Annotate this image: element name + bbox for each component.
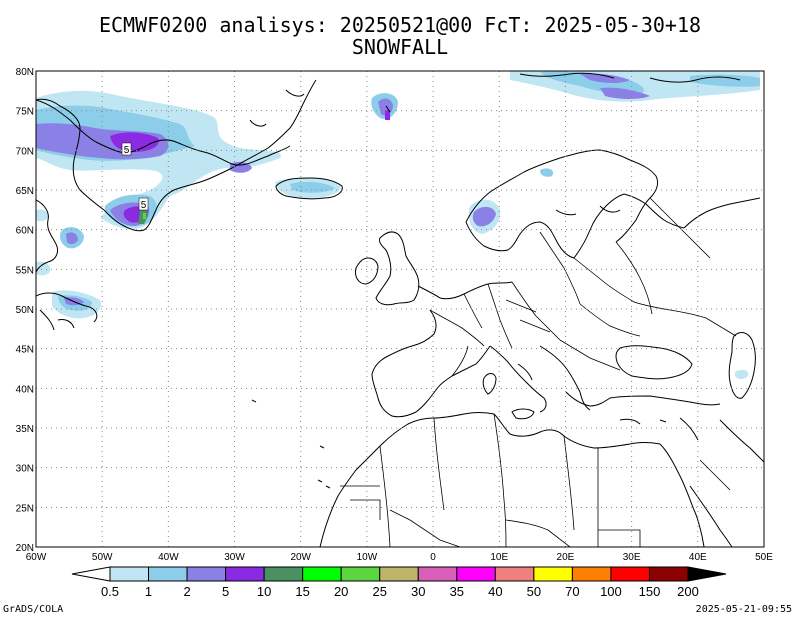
colorbar-label: 15: [295, 584, 309, 599]
colorbar-swatch: [533, 566, 573, 582]
colorbar-swatch: [648, 566, 689, 582]
colorbar-label: 200: [677, 584, 699, 599]
colorbar-label: 30: [411, 584, 425, 599]
colorbar-high-arrow: [687, 566, 727, 582]
longitude-tick-label: 60W: [26, 552, 47, 563]
colorbar-label: 0.5: [101, 584, 119, 599]
colorbar-swatch: [379, 566, 419, 582]
chart-subtitle: SNOWFALL: [351, 35, 449, 59]
longitude-tick-label: 50E: [755, 552, 773, 563]
latitude-tick-label: 70N: [16, 146, 34, 157]
latitude-tick-label: 55N: [16, 265, 34, 276]
longitude-tick-label: 30W: [224, 552, 245, 563]
latitude-tick-label: 80N: [16, 67, 34, 78]
latitude-tick-label: 60N: [16, 226, 34, 237]
colorbar-swatch: [109, 566, 150, 582]
colorbar-label: 20: [334, 584, 348, 599]
colorbar-swatch: [302, 566, 342, 582]
colorbar-label: 70: [565, 584, 579, 599]
colorbar-swatch: [263, 566, 304, 582]
colorbar-label: 1: [145, 584, 152, 599]
longitude-labels: 60W 50W 40W 30W 20W 10W 0 10E 20E 30E 40E 50E: [26, 552, 774, 563]
colorbar-label: 50: [527, 584, 541, 599]
colorbar-swatch: [494, 566, 535, 582]
colorbar-swatch: [456, 566, 496, 582]
colorbar-swatch: [340, 566, 381, 582]
snowfall-shading: [36, 71, 760, 379]
latitude-tick-label: 50N: [16, 305, 34, 316]
colorbar-label: 5: [222, 584, 229, 599]
colorbar-label: 100: [600, 584, 622, 599]
colorbar-label: 40: [488, 584, 502, 599]
latitude-tick-label: 35N: [16, 424, 34, 435]
longitude-tick-label: 50W: [92, 552, 113, 563]
latitude-tick-label: 25N: [16, 503, 34, 514]
longitude-tick-label: 30E: [623, 552, 641, 563]
longitude-tick-label: 20W: [290, 552, 311, 563]
colorbar-label: 150: [639, 584, 661, 599]
colorbar: 0.5 1 2 5 10 15 20 25 30 35 40 50 70 100 150 200: [71, 566, 727, 599]
coastlines: [36, 72, 764, 547]
colorbar-swatch: [417, 566, 458, 582]
colorbar-low-arrow: [71, 566, 111, 582]
longitude-tick-label: 40E: [689, 552, 707, 563]
colorbar-label: 35: [450, 584, 464, 599]
longitude-tick-label: 0: [430, 552, 436, 563]
latitude-tick-label: 75N: [16, 107, 34, 118]
colorbar-swatch: [225, 566, 265, 582]
colorbar-swatch: [610, 566, 650, 582]
contour-label: 5: [141, 200, 147, 211]
colorbar-label: 10: [257, 584, 271, 599]
latitude-tick-label: 65N: [16, 186, 34, 197]
longitude-tick-label: 40W: [158, 552, 179, 563]
colorbar-swatch: [186, 566, 227, 582]
footer-timestamp: 2025-05-21-09:55: [695, 604, 792, 615]
latitude-labels: 80N 75N 70N 65N 60N 55N 50N 45N 40N 35N 30N 25N 20N: [16, 67, 34, 554]
colorbar-swatch: [571, 566, 612, 582]
colorbar-label: 2: [183, 584, 190, 599]
latitude-tick-label: 30N: [16, 464, 34, 475]
colorbar-label: 25: [372, 584, 386, 599]
latitude-tick-label: 45N: [16, 345, 34, 356]
longitude-tick-label: 10W: [357, 552, 378, 563]
map-frame: [35, 70, 765, 548]
longitude-tick-label: 20E: [557, 552, 575, 563]
latitude-tick-label: 20N: [16, 543, 34, 554]
latitude-tick-label: 40N: [16, 384, 34, 395]
colorbar-swatch: [148, 566, 188, 582]
footer-credit: GrADS/COLA: [3, 604, 64, 615]
country-borders: [340, 197, 737, 547]
longitude-tick-label: 10E: [490, 552, 508, 563]
chart-title: ECMWF0200 analisys: 20250521@00 FcT: 202…: [98, 13, 702, 37]
